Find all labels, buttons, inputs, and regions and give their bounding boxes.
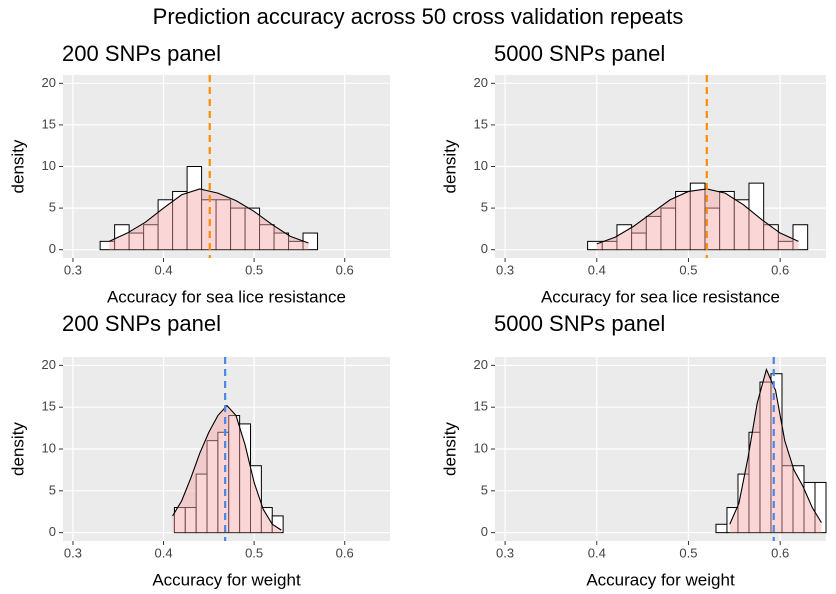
y-tick-label: 10 bbox=[474, 158, 488, 173]
panel-title: 200 SNPs panel bbox=[62, 41, 221, 66]
x-tick-label: 0.6 bbox=[336, 262, 354, 277]
y-tick-label: 10 bbox=[42, 440, 56, 455]
bar bbox=[250, 465, 262, 534]
x-tick-label: 0.3 bbox=[64, 262, 82, 277]
y-tick-label: 20 bbox=[42, 357, 56, 372]
y-tick-label: 15 bbox=[474, 116, 488, 131]
x-tick-label: 0.5 bbox=[245, 262, 263, 277]
density-curve bbox=[596, 188, 799, 245]
x-tick-label: 0.4 bbox=[155, 545, 173, 560]
x-tick-label: 0.3 bbox=[64, 545, 82, 560]
bar bbox=[792, 224, 809, 251]
bar bbox=[814, 481, 827, 534]
bar bbox=[715, 523, 728, 534]
x-tick-label: 0.6 bbox=[771, 262, 789, 277]
y-tick-label: 20 bbox=[474, 357, 488, 372]
y-tick-label: 0 bbox=[481, 524, 488, 539]
y-tick-label: 5 bbox=[481, 482, 488, 497]
y-tick-label: 15 bbox=[42, 399, 56, 414]
y-tick-label: 20 bbox=[474, 75, 488, 90]
density-curve bbox=[729, 367, 822, 525]
x-tick-label: 0.5 bbox=[679, 545, 697, 560]
y-axis-label: density bbox=[8, 139, 27, 193]
bar bbox=[763, 224, 779, 251]
y-tick-label: 20 bbox=[42, 75, 56, 90]
y-tick-label: 5 bbox=[49, 200, 56, 215]
bar bbox=[748, 182, 765, 251]
bar bbox=[770, 373, 783, 534]
x-axis-label: Accuracy for sea lice resistance bbox=[107, 287, 346, 306]
y-axis-label: density bbox=[440, 422, 459, 476]
x-tick-label: 0.3 bbox=[496, 262, 514, 277]
y-tick-label: 0 bbox=[49, 524, 56, 539]
panel-title: 200 SNPs panel bbox=[62, 311, 221, 336]
y-axis-label: density bbox=[440, 139, 459, 193]
y-tick-label: 5 bbox=[49, 482, 56, 497]
x-tick-label: 0.5 bbox=[245, 545, 263, 560]
x-axis-label: Accuracy for sea lice resistance bbox=[541, 287, 780, 306]
y-tick-label: 0 bbox=[481, 241, 488, 256]
density-curve bbox=[108, 188, 309, 244]
chart-title: Prediction accuracy across 50 cross vali… bbox=[153, 4, 684, 29]
y-tick-label: 10 bbox=[474, 440, 488, 455]
density-area bbox=[729, 369, 822, 533]
y-tick-label: 0 bbox=[49, 241, 56, 256]
density-area bbox=[596, 188, 799, 250]
x-tick-label: 0.4 bbox=[155, 262, 173, 277]
y-tick-label: 15 bbox=[474, 399, 488, 414]
y-tick-label: 10 bbox=[42, 158, 56, 173]
density-area bbox=[172, 405, 282, 533]
x-tick-label: 0.5 bbox=[679, 262, 697, 277]
panel-title: 5000 SNPs panel bbox=[494, 41, 665, 66]
x-tick-label: 0.4 bbox=[588, 545, 606, 560]
x-axis-label: Accuracy for weight bbox=[586, 570, 735, 589]
x-axis-label: Accuracy for weight bbox=[152, 570, 301, 589]
panel-title: 5000 SNPs panel bbox=[494, 311, 665, 336]
x-tick-label: 0.6 bbox=[336, 545, 354, 560]
y-axis-label: density bbox=[8, 422, 27, 476]
y-tick-label: 15 bbox=[42, 116, 56, 131]
x-tick-label: 0.3 bbox=[496, 545, 514, 560]
x-tick-label: 0.4 bbox=[588, 262, 606, 277]
density-curve bbox=[172, 404, 282, 531]
x-tick-label: 0.6 bbox=[771, 545, 789, 560]
y-tick-label: 5 bbox=[481, 200, 488, 215]
